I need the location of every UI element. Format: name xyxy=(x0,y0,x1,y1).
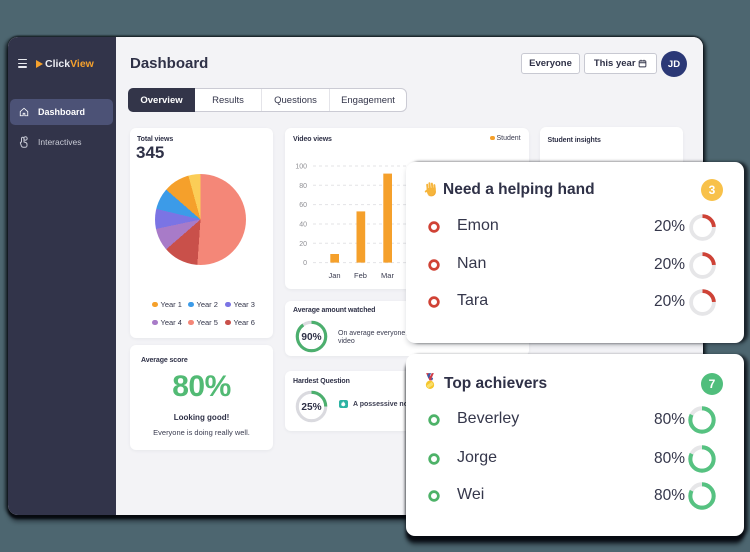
svg-text:Mar: Mar xyxy=(381,271,394,280)
svg-text:25%: 25% xyxy=(301,401,321,412)
svg-text:Jan: Jan xyxy=(328,271,340,280)
svg-text:20: 20 xyxy=(299,241,307,248)
svg-text:40: 40 xyxy=(299,222,307,229)
svg-text:90%: 90% xyxy=(301,332,321,343)
svg-text:60: 60 xyxy=(299,202,307,209)
svg-text:0: 0 xyxy=(303,260,307,267)
svg-text:Feb: Feb xyxy=(354,271,367,280)
svg-text:80: 80 xyxy=(299,183,307,190)
svg-text:100: 100 xyxy=(295,164,307,171)
